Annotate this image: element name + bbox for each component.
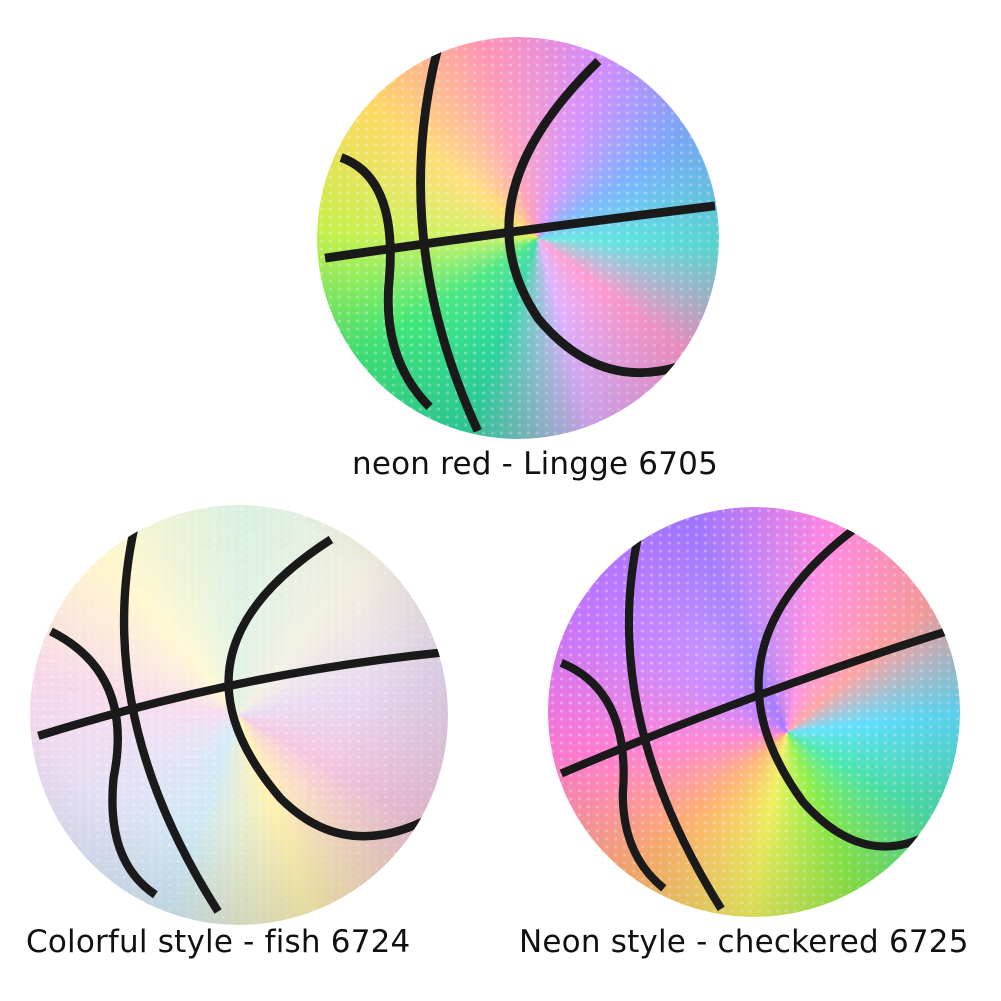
- ball-seams: [559, 524, 953, 911]
- ball-seams: [37, 525, 445, 914]
- basketball-colorful-fish-image: [30, 505, 448, 925]
- caption-colorful-fish: Colorful style - fish 6724: [26, 924, 411, 960]
- caption-neon-checkered: Neon style - checkered 6725: [519, 924, 969, 960]
- basketball-neon-red-image: [317, 37, 719, 439]
- ball-seams: [324, 47, 716, 433]
- caption-neon-red: neon red - Lingge 6705: [352, 446, 719, 482]
- basketball-neon-checkered-image: [548, 507, 960, 917]
